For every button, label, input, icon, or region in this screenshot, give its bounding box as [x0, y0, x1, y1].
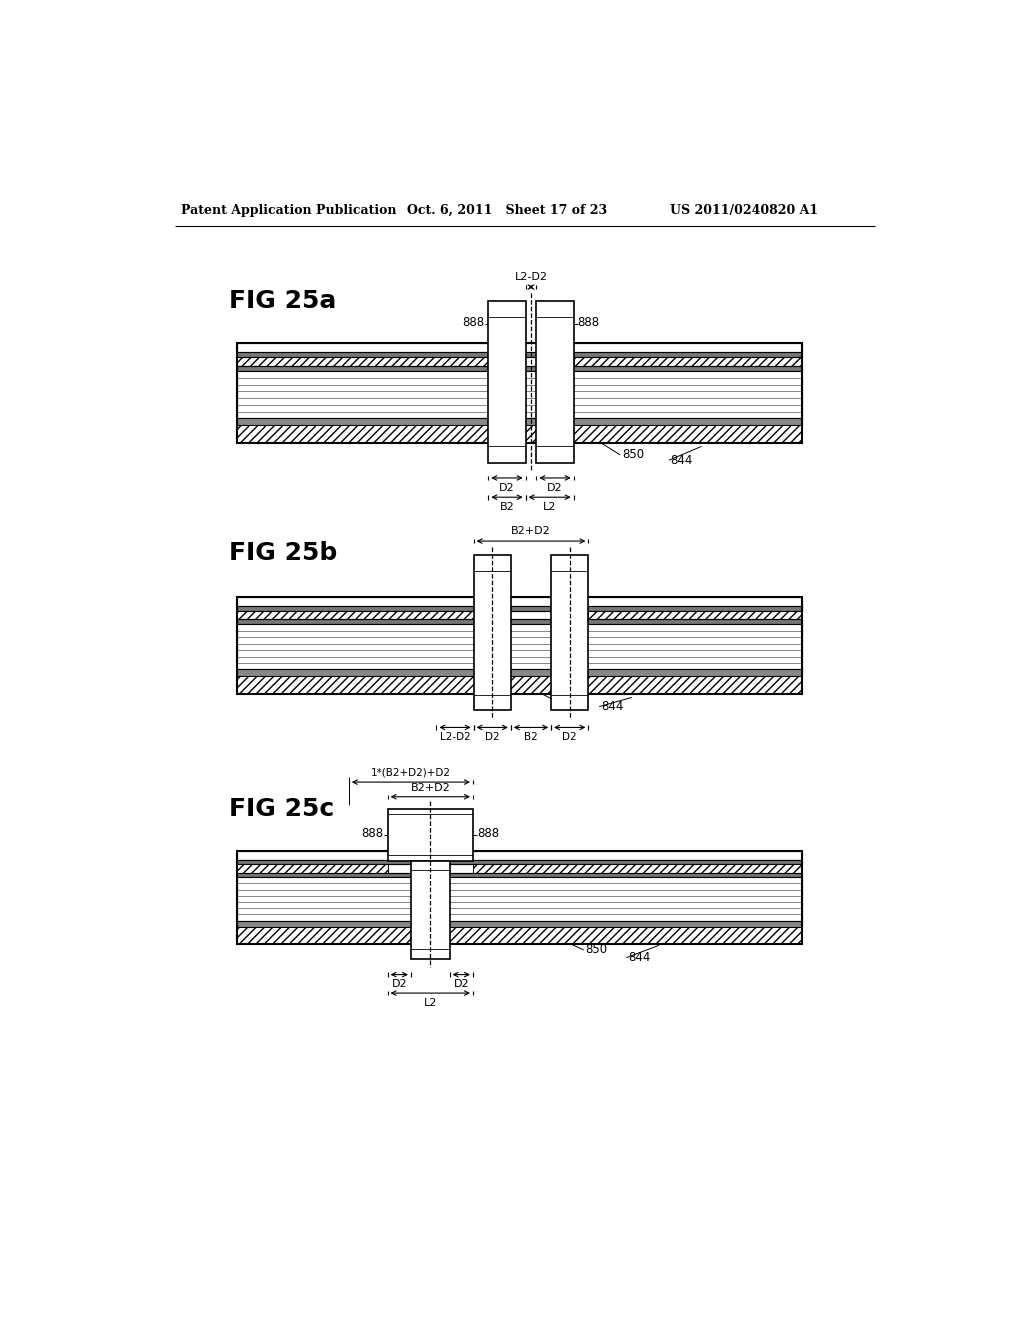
Bar [237, 676, 802, 693]
Bar [237, 669, 802, 676]
Text: D2: D2 [499, 483, 515, 492]
Bar [237, 851, 802, 944]
Bar [237, 851, 802, 859]
Text: Oct. 6, 2011   Sheet 17 of 23: Oct. 6, 2011 Sheet 17 of 23 [407, 205, 607, 218]
Bar [237, 366, 802, 371]
Text: 888: 888 [463, 315, 484, 329]
Bar [473, 865, 802, 873]
Bar [237, 859, 802, 865]
Bar [411, 861, 450, 960]
Text: L2-D2: L2-D2 [514, 272, 548, 282]
Text: FIG 25b: FIG 25b [228, 541, 337, 565]
Text: FIG 25c: FIG 25c [228, 797, 334, 821]
Text: 1*(B2+D2)+D2: 1*(B2+D2)+D2 [371, 767, 451, 777]
Text: L2: L2 [543, 502, 556, 512]
Text: 888: 888 [484, 572, 507, 585]
Text: 888: 888 [361, 828, 384, 841]
Bar [573, 358, 802, 366]
Text: L2: L2 [424, 998, 437, 1007]
Text: 888: 888 [477, 828, 499, 841]
Bar [237, 352, 802, 358]
Bar [237, 921, 802, 927]
Text: 888: 888 [555, 572, 578, 585]
Text: D2: D2 [485, 733, 500, 742]
Bar [488, 301, 525, 462]
Text: D2: D2 [454, 979, 469, 989]
Text: US 2011/0240820 A1: US 2011/0240820 A1 [671, 205, 818, 218]
Bar [237, 611, 474, 619]
Text: 888: 888 [578, 315, 600, 329]
Bar [237, 343, 802, 444]
Text: B2+D2: B2+D2 [411, 783, 451, 793]
Text: Patent Application Publication: Patent Application Publication [180, 205, 396, 218]
Bar [237, 418, 802, 425]
Bar [237, 606, 802, 611]
Bar [237, 358, 488, 366]
Bar [237, 343, 802, 352]
Bar [237, 878, 802, 921]
Bar [237, 927, 802, 944]
Bar [237, 597, 802, 693]
Bar [589, 611, 802, 619]
Bar [237, 371, 802, 418]
Text: D2: D2 [547, 483, 563, 492]
Text: 844: 844 [628, 952, 650, 964]
Bar [537, 301, 573, 462]
Text: 850: 850 [558, 694, 581, 708]
Text: L2-D2: L2-D2 [439, 733, 470, 742]
Bar [237, 619, 802, 624]
Bar [474, 554, 511, 710]
Text: B2: B2 [500, 502, 514, 512]
Bar [388, 809, 473, 861]
Text: 850: 850 [623, 449, 644, 462]
Bar [237, 865, 388, 873]
Text: B2+D2: B2+D2 [511, 527, 551, 536]
Bar [237, 425, 802, 444]
Text: D2: D2 [562, 733, 578, 742]
Bar [237, 873, 802, 878]
Text: 844: 844 [671, 454, 693, 467]
Bar [237, 597, 802, 606]
Text: 844: 844 [601, 700, 624, 713]
Text: 850: 850 [586, 944, 607, 957]
Bar [551, 554, 589, 710]
Text: B2: B2 [524, 733, 538, 742]
Text: D2: D2 [391, 979, 408, 989]
Text: FIG 25a: FIG 25a [228, 289, 336, 313]
Bar [237, 624, 802, 669]
